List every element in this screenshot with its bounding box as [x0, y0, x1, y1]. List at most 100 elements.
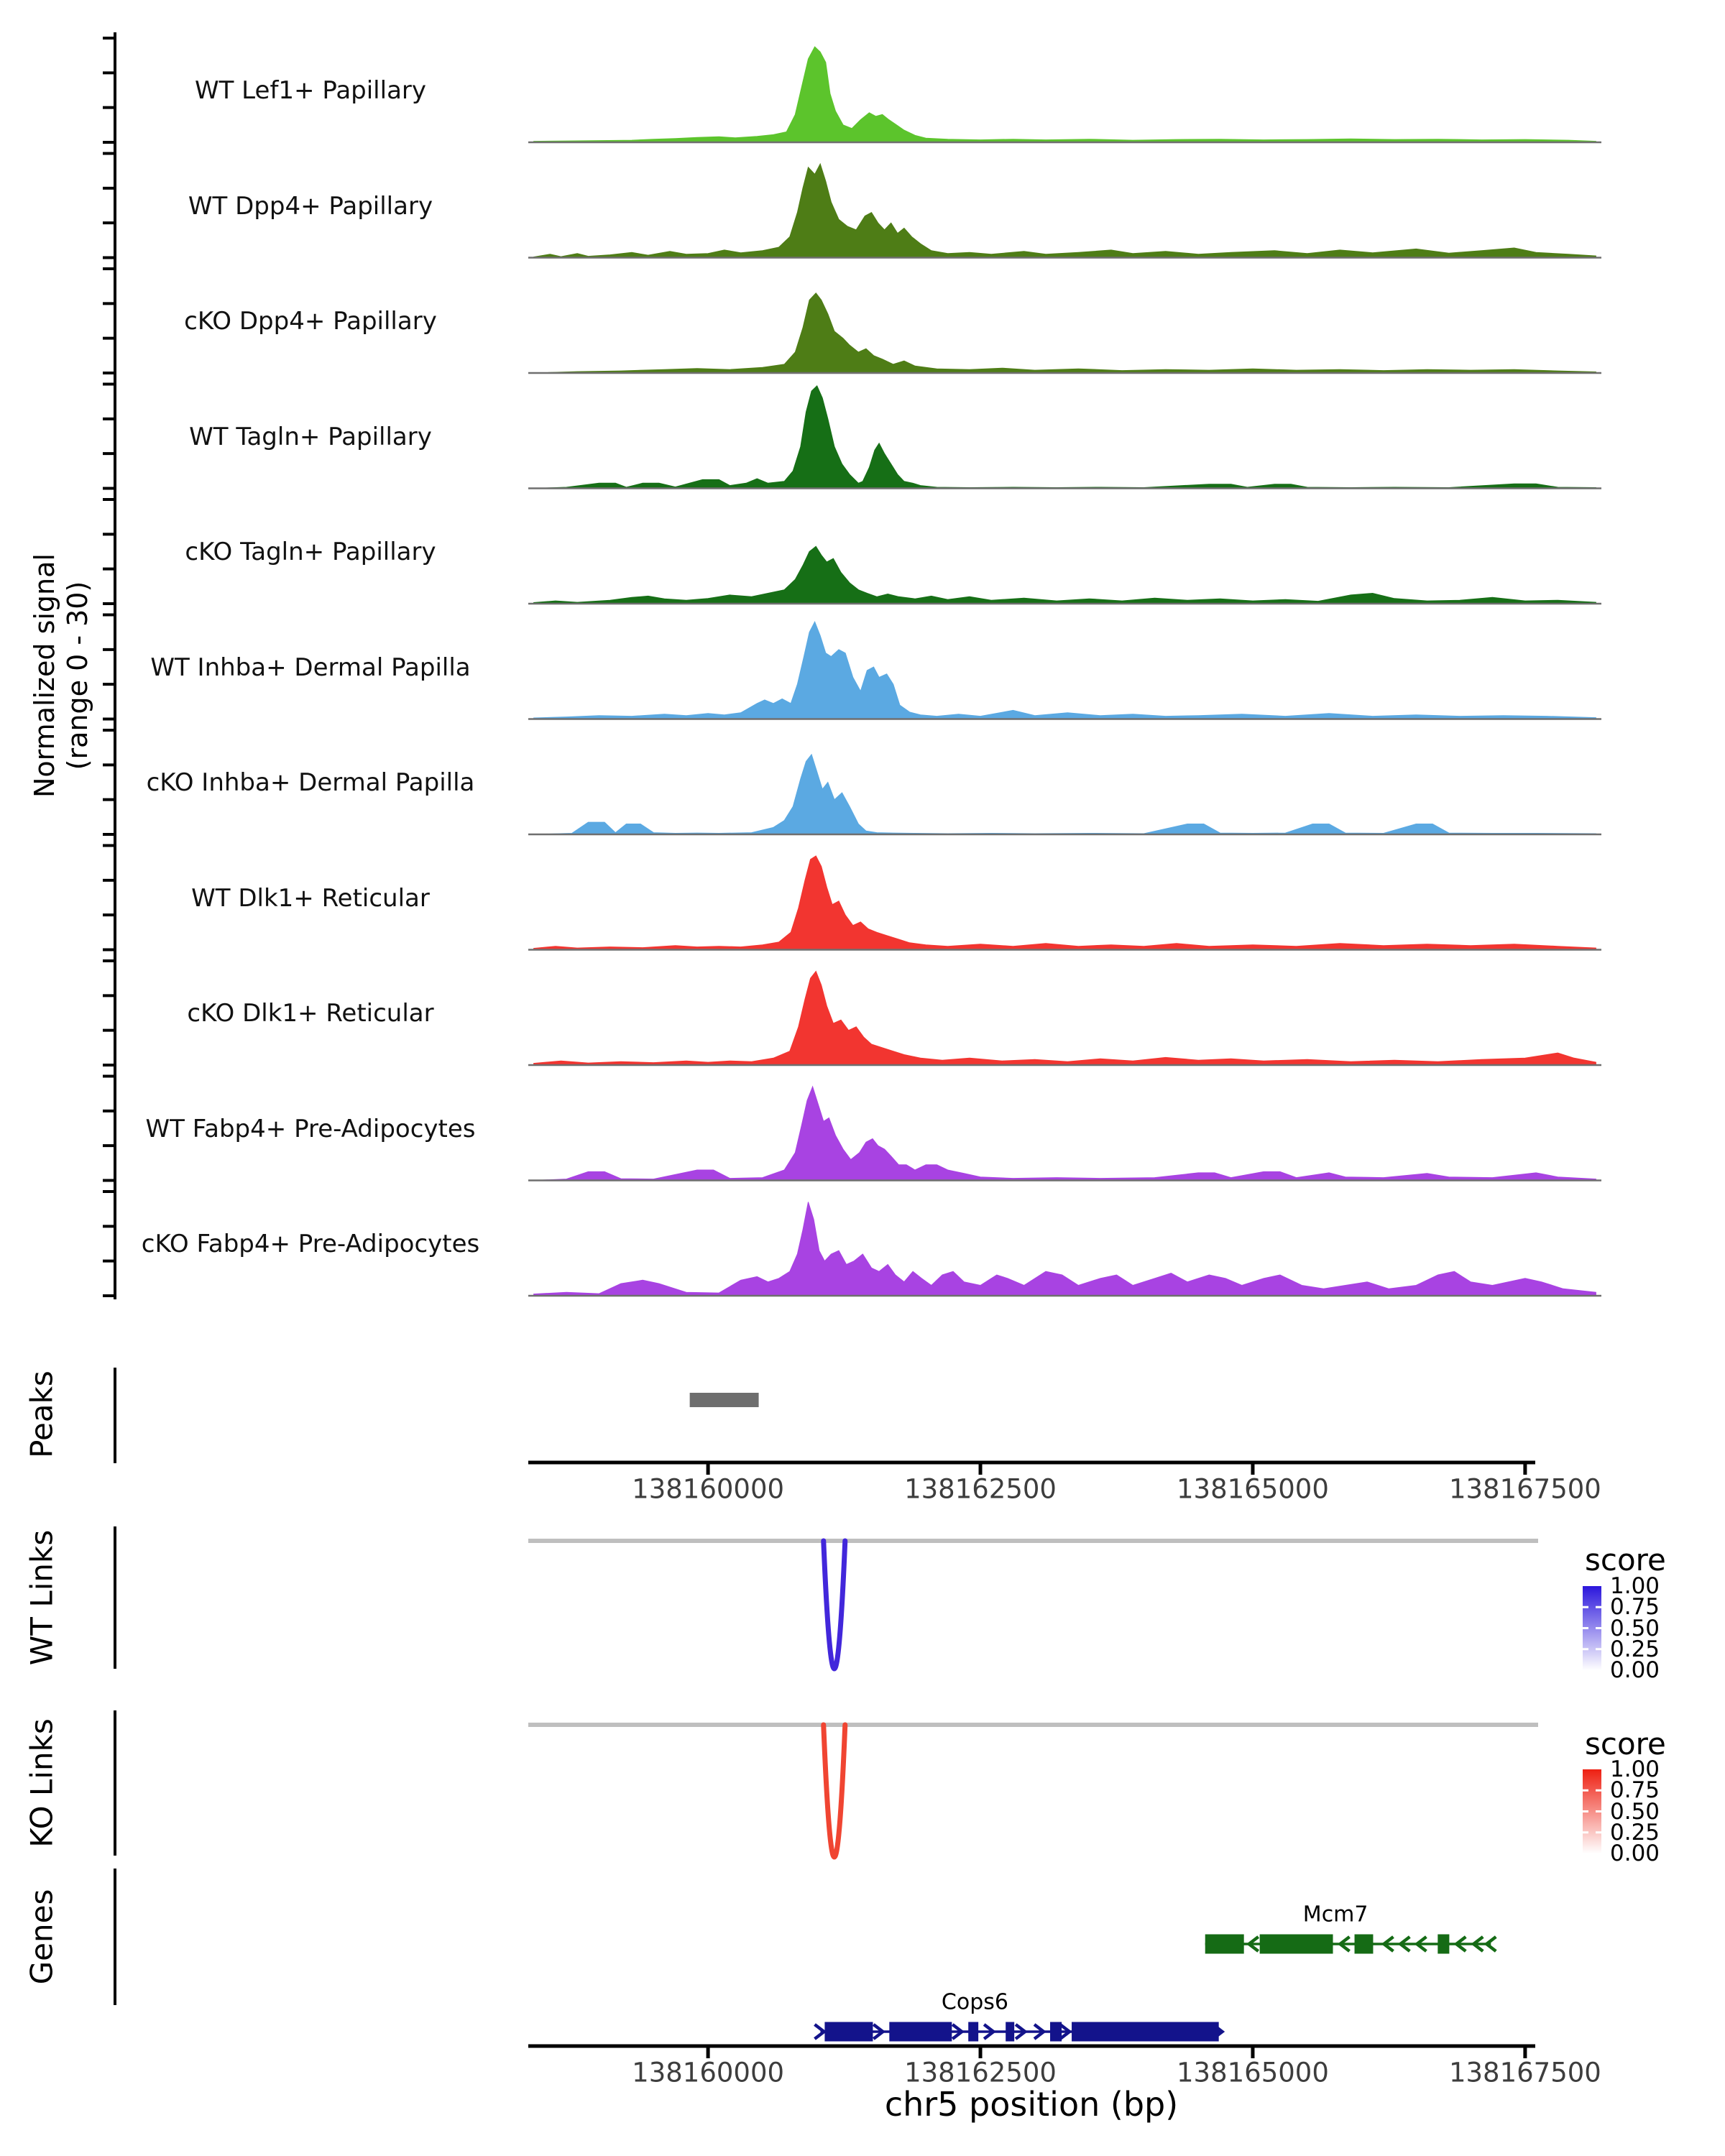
- ko-score-tick-label: 0.25: [1610, 1819, 1660, 1846]
- wt-score-tick-label: 0.00: [1610, 1657, 1660, 1683]
- link-arc: [821, 1538, 848, 1672]
- coverage-area: [533, 620, 1596, 719]
- y-axis-label-line1: Normalized signal: [29, 553, 60, 798]
- exon: [824, 2022, 873, 2042]
- gene-model-mcm7: [1205, 1934, 1497, 1954]
- strand-arrow-icon: [1246, 1935, 1260, 1953]
- coverage-track: [528, 385, 1601, 489]
- coverage-area: [533, 545, 1596, 604]
- strand-arrow-icon: [1381, 1935, 1394, 1953]
- y-axis-label-line2: (range 0 - 30): [62, 581, 93, 770]
- wt-score-tick-label: 0.25: [1610, 1636, 1660, 1662]
- strand-arrow-icon: [1414, 1935, 1427, 1953]
- y-axis-label: Normalized signal (range 0 - 30): [28, 553, 94, 798]
- ko-score-tick-label: 0.75: [1610, 1777, 1660, 1804]
- strand-arrow-icon: [1471, 1935, 1484, 1953]
- track-label: WT Dpp4+ Papillary: [188, 191, 433, 221]
- strand-arrow-icon: [1212, 2023, 1225, 2040]
- x-tick-label: 138160000: [632, 2057, 785, 2088]
- ko-score-tick-label: 1.00: [1610, 1756, 1660, 1782]
- track-label: cKO Dlk1+ Reticular: [187, 999, 434, 1028]
- ko-score-tick-label: 0.50: [1610, 1798, 1660, 1825]
- link-arc: [821, 1722, 848, 1860]
- exon: [968, 2022, 979, 2042]
- exon: [1438, 1934, 1450, 1954]
- wt-score-tick-label: 1.00: [1610, 1573, 1660, 1599]
- strand-arrow-icon: [951, 2023, 965, 2040]
- track-label: WT Inhba+ Dermal Papilla: [150, 653, 471, 682]
- coverage-track: [528, 1202, 1601, 1297]
- x-axis-title: chr5 position (bp): [884, 2085, 1179, 2124]
- coverage-area: [533, 855, 1596, 950]
- exon: [1205, 1934, 1244, 1954]
- x-tick-label: 138162500: [904, 1473, 1057, 1505]
- strand-arrow-icon: [983, 2023, 996, 2040]
- strand-arrow-icon: [1033, 2023, 1046, 2040]
- track-label: cKO Tagln+ Papillary: [185, 538, 436, 566]
- section-label-peaks: Peaks: [24, 1370, 60, 1458]
- coverage-area: [533, 292, 1596, 374]
- coverage-track: [528, 162, 1601, 259]
- track-label: cKO Fabp4+ Pre-Adipocytes: [141, 1230, 480, 1258]
- gene-models: [814, 1934, 1497, 2042]
- x-tick-label: 138167500: [1448, 1473, 1601, 1505]
- strand-arrow-icon: [1484, 1935, 1497, 1953]
- score-legend-bars: [1583, 1586, 1601, 1853]
- strand-arrow-icon: [1337, 1935, 1351, 1953]
- coverage-area: [533, 1085, 1596, 1181]
- track-label: WT Dlk1+ Reticular: [191, 883, 430, 913]
- coverage-area: [533, 162, 1596, 258]
- exon: [889, 2022, 952, 2042]
- track-label: WT Lef1+ Papillary: [194, 76, 427, 105]
- coverage-track: [528, 1085, 1601, 1181]
- x-tick-label: 138160000: [632, 1473, 785, 1505]
- ko-score-legend-title: score: [1585, 1726, 1666, 1761]
- gene-label-mcm7: Mcm7: [1302, 1902, 1368, 1927]
- section-label-ko-links: KO Links: [24, 1718, 60, 1848]
- coverage-area: [533, 970, 1596, 1066]
- coverage-tracks: [528, 46, 1601, 1297]
- exon: [1354, 1934, 1374, 1954]
- axis-lines: [103, 32, 1535, 2058]
- track-label: cKO Dpp4+ Papillary: [184, 307, 437, 336]
- ko-score-tick-label: 0.00: [1610, 1841, 1660, 1866]
- gene-model-cops6: [814, 2022, 1225, 2042]
- strand-arrow-icon: [1059, 2023, 1072, 2040]
- wt-score-legend-title: score: [1585, 1542, 1666, 1577]
- section-label-wt-links: WT Links: [24, 1529, 60, 1666]
- strand-arrow-icon: [1397, 1935, 1411, 1953]
- wt-score-tick-label: 0.75: [1610, 1594, 1660, 1621]
- coverage-track: [528, 855, 1601, 951]
- coverage-track: [528, 292, 1601, 374]
- strand-arrow-icon: [1014, 2023, 1028, 2040]
- track-label: WT Tagln+ Papillary: [189, 422, 432, 451]
- strand-arrow-icon: [872, 2023, 886, 2040]
- peaks-track: [689, 1393, 759, 1407]
- coverage-area: [533, 753, 1596, 835]
- coverage-track: [528, 620, 1601, 720]
- x-tick-label: 138162500: [904, 2057, 1057, 2088]
- exon: [1050, 2022, 1062, 2042]
- coverage-track: [528, 545, 1601, 605]
- exon: [1072, 2022, 1219, 2042]
- coverage-track: [528, 753, 1601, 836]
- section-label-genes: Genes: [24, 1889, 60, 1985]
- strand-arrow-icon: [1453, 1935, 1467, 1953]
- links-arcs: [528, 1538, 1538, 1860]
- exon: [1006, 2022, 1015, 2042]
- coverage-area: [533, 1202, 1596, 1296]
- strand-arrow-icon: [814, 2023, 827, 2040]
- x-tick-label: 138165000: [1177, 2057, 1329, 2088]
- wt-score-tick-label: 0.50: [1610, 1615, 1660, 1641]
- x-tick-label: 138165000: [1177, 1473, 1329, 1505]
- peak-bar: [689, 1393, 759, 1407]
- gene-label-cops6: Cops6: [941, 1989, 1008, 2014]
- coverage-track: [528, 46, 1601, 144]
- track-label: cKO Inhba+ Dermal Papilla: [146, 768, 475, 797]
- exon: [1259, 1934, 1333, 1954]
- coverage-area: [533, 46, 1596, 143]
- x-tick-label: 138167500: [1448, 2057, 1601, 2088]
- coverage-area: [533, 385, 1596, 489]
